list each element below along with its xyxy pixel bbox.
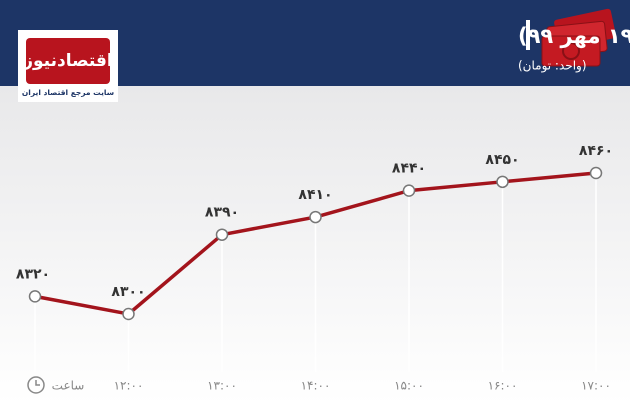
point [496,175,509,189]
point [28,290,42,303]
point [122,307,135,321]
chart-title: روند بهای درهم (شنبه ۱۹ مهر ۹۹) [518,24,630,48]
x-tick-label: ۱۲:۰۰ [114,379,144,393]
logo-name: اقتصادنیوز [22,51,113,71]
value-label: ۸۴۴۰ [392,161,426,177]
value-label: ۸۴۶۰ [579,143,613,159]
logo-tagline: سایت مرجع اقتصاد ایران [22,88,114,97]
x-tick-label: ۱۶:۰۰ [488,379,518,393]
clock-icon [27,376,45,394]
x-tick-label: ۱۵:۰۰ [394,379,424,393]
logo-badge [26,38,110,84]
value-label: ۸۴۵۰ [485,152,519,168]
money-icon [541,8,616,67]
x-tick-label: ۱۳:۰۰ [207,379,237,393]
value-label: ۸۳۲۰ [16,266,50,282]
value-label: ۸۳۹۰ [205,205,239,221]
point [589,166,603,180]
x-axis-label: ساعت [52,379,85,393]
x-tick-label: ۱۷:۰۰ [581,379,611,393]
value-label: ۸۴۱۰ [298,187,332,203]
value-label: ۸۳۰۰ [111,284,145,300]
chart-subtitle: (واحد: تومان) [518,59,587,74]
point [215,228,229,241]
point [402,184,416,197]
x-tick-label: ۱۴:۰۰ [301,379,331,393]
point [309,210,322,224]
title-bar [526,20,530,50]
